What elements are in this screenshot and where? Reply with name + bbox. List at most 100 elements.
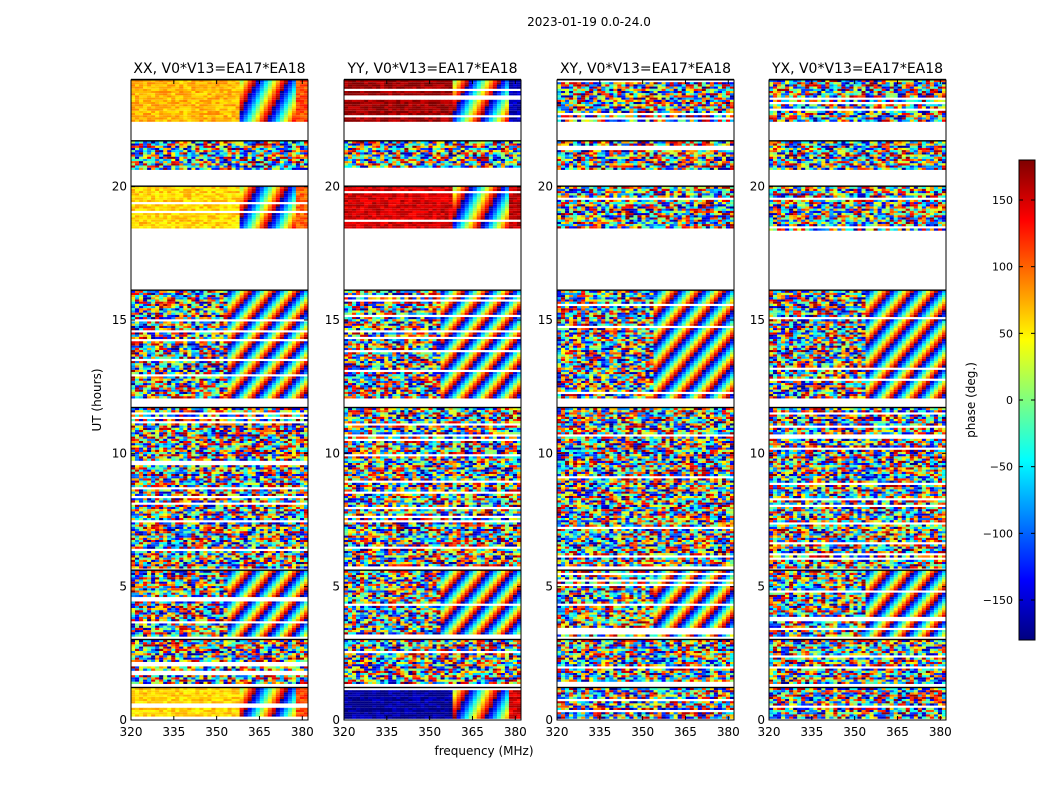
flag-line: [344, 140, 521, 141]
x-tick-label: 365: [248, 725, 271, 739]
phase-band: [557, 79, 734, 122]
colorbar-label: phase (deg.): [964, 362, 978, 438]
phase-band: [131, 79, 308, 122]
x-tick-label: 320: [120, 725, 143, 739]
phase-band: [131, 185, 308, 228]
colorbar-tick-label: 0: [1006, 394, 1013, 407]
x-tick-label: 335: [375, 725, 398, 739]
phase-band: [769, 140, 946, 170]
phase-band: [131, 639, 308, 684]
phase-band: [131, 569, 308, 636]
x-tick-label: 350: [418, 725, 441, 739]
flag-line: [557, 140, 734, 141]
colorbar-tick-label: −150: [983, 594, 1013, 607]
y-tick-label: 15: [325, 313, 340, 327]
x-tick-label: 365: [674, 725, 697, 739]
y-tick-label: 20: [750, 180, 765, 194]
phase-band: [344, 569, 521, 634]
y-tick-label: 5: [757, 580, 765, 594]
flag-line: [344, 639, 521, 640]
colorbar-tick-label: −100: [983, 527, 1013, 540]
x-tick-label: 380: [929, 725, 952, 739]
heatmap-panels: XX, V0*V13=EA17*EA18 320 335 350 365 380 0 5 10 1…: [112, 61, 952, 739]
x-tick-label: 380: [291, 725, 314, 739]
flag-line: [131, 140, 308, 141]
x-tick-label: 350: [631, 725, 654, 739]
x-tick-label: 320: [758, 725, 781, 739]
phase-band: [344, 639, 521, 684]
phase-band: [557, 140, 734, 170]
y-tick-label: 10: [112, 446, 127, 460]
flag-line: [769, 639, 946, 640]
flag-line: [769, 569, 946, 570]
panel-title: YX, V0*V13=EA17*EA18: [771, 61, 943, 77]
y-tick-label: 0: [757, 713, 765, 727]
x-tick-label: 380: [504, 725, 527, 739]
y-tick-label: 15: [538, 313, 553, 327]
panel-title: XY, V0*V13=EA17*EA18: [560, 61, 731, 77]
phase-band: [557, 185, 734, 228]
flag-line: [344, 289, 521, 290]
flag-line: [344, 687, 521, 688]
x-tick-label: 365: [886, 725, 909, 739]
flag-line: [557, 639, 734, 640]
y-tick-label: 10: [538, 446, 553, 460]
phase-band: [769, 185, 946, 230]
flag-line: [769, 140, 946, 141]
flag-line: [769, 289, 946, 290]
flag-line: [557, 569, 734, 570]
flag-line: [131, 639, 308, 640]
flag-line: [557, 185, 734, 186]
phase-band: [769, 687, 946, 719]
phase-band: [344, 140, 521, 168]
phase-band: [344, 289, 521, 398]
colorbar-tick-label: 100: [992, 261, 1013, 274]
x-tick-label: 350: [205, 725, 228, 739]
phase-band: [557, 687, 734, 719]
y-tick-label: 10: [325, 446, 340, 460]
flag-line: [769, 407, 946, 408]
y-tick-label: 5: [119, 580, 127, 594]
x-tick-label: 335: [588, 725, 611, 739]
flag-line: [131, 407, 308, 408]
flag-line: [769, 687, 946, 688]
y-tick-label: 5: [332, 580, 340, 594]
phase-band: [769, 79, 946, 122]
phase-band: [131, 289, 308, 398]
y-tick-label: 10: [750, 446, 765, 460]
panel-title: YY, V0*V13=EA17*EA18: [346, 61, 517, 77]
figure-suptitle: 2023-01-19 0.0-24.0: [527, 15, 651, 29]
flag-line: [131, 569, 308, 570]
y-tick-label: 0: [545, 713, 553, 727]
colorbar-tick-label: 150: [992, 194, 1013, 207]
phase-band: [131, 140, 308, 170]
y-tick-label: 20: [538, 180, 553, 194]
phase-band: [769, 289, 946, 398]
x-axis-label: frequency (MHz): [434, 744, 533, 758]
y-tick-label: 0: [332, 713, 340, 727]
y-tick-label: 15: [750, 313, 765, 327]
phase-band: [131, 687, 308, 717]
phase-band: [769, 639, 946, 684]
flag-line: [344, 185, 521, 186]
x-tick-label: 335: [800, 725, 823, 739]
y-tick-label: 20: [112, 180, 127, 194]
flag-line: [557, 687, 734, 688]
flag-line: [131, 289, 308, 290]
colorbar-tick-label: −50: [990, 461, 1013, 474]
y-tick-label: 0: [119, 713, 127, 727]
phase-band: [769, 569, 946, 636]
x-tick-label: 365: [461, 725, 484, 739]
panel-title: XX, V0*V13=EA17*EA18: [133, 61, 305, 77]
y-tick-label: 15: [112, 313, 127, 327]
x-tick-label: 380: [717, 725, 740, 739]
y-tick-label: 20: [325, 180, 340, 194]
x-tick-label: 320: [546, 725, 569, 739]
flag-line: [344, 569, 521, 570]
x-tick-label: 350: [843, 725, 866, 739]
